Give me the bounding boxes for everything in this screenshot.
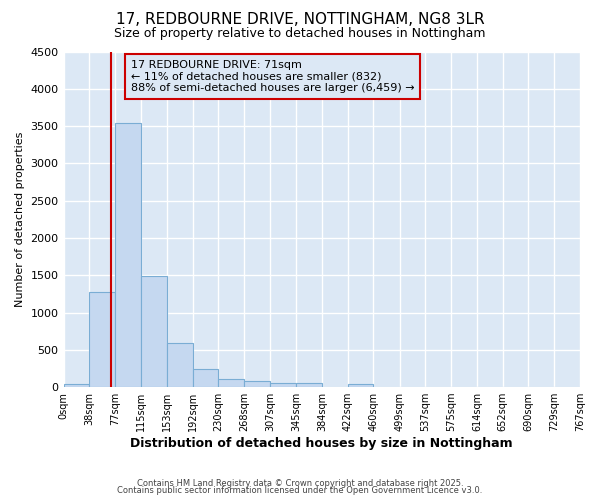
Bar: [270, 384, 296, 387]
Bar: [296, 384, 322, 387]
Text: 17 REDBOURNE DRIVE: 71sqm
← 11% of detached houses are smaller (832)
88% of semi: 17 REDBOURNE DRIVE: 71sqm ← 11% of detac…: [131, 60, 415, 93]
Bar: [115, 123, 141, 387]
Bar: [244, 382, 270, 387]
Bar: [218, 378, 244, 387]
Bar: [193, 369, 218, 387]
Bar: [89, 292, 115, 387]
Text: Contains HM Land Registry data © Crown copyright and database right 2025.: Contains HM Land Registry data © Crown c…: [137, 478, 463, 488]
Bar: [141, 276, 167, 387]
Bar: [64, 384, 89, 387]
X-axis label: Distribution of detached houses by size in Nottingham: Distribution of detached houses by size …: [130, 437, 513, 450]
Text: Size of property relative to detached houses in Nottingham: Size of property relative to detached ho…: [114, 28, 486, 40]
Text: Contains public sector information licensed under the Open Government Licence v3: Contains public sector information licen…: [118, 486, 482, 495]
Bar: [347, 384, 373, 387]
Text: 17, REDBOURNE DRIVE, NOTTINGHAM, NG8 3LR: 17, REDBOURNE DRIVE, NOTTINGHAM, NG8 3LR: [116, 12, 484, 28]
Bar: [167, 343, 193, 387]
Y-axis label: Number of detached properties: Number of detached properties: [15, 132, 25, 307]
